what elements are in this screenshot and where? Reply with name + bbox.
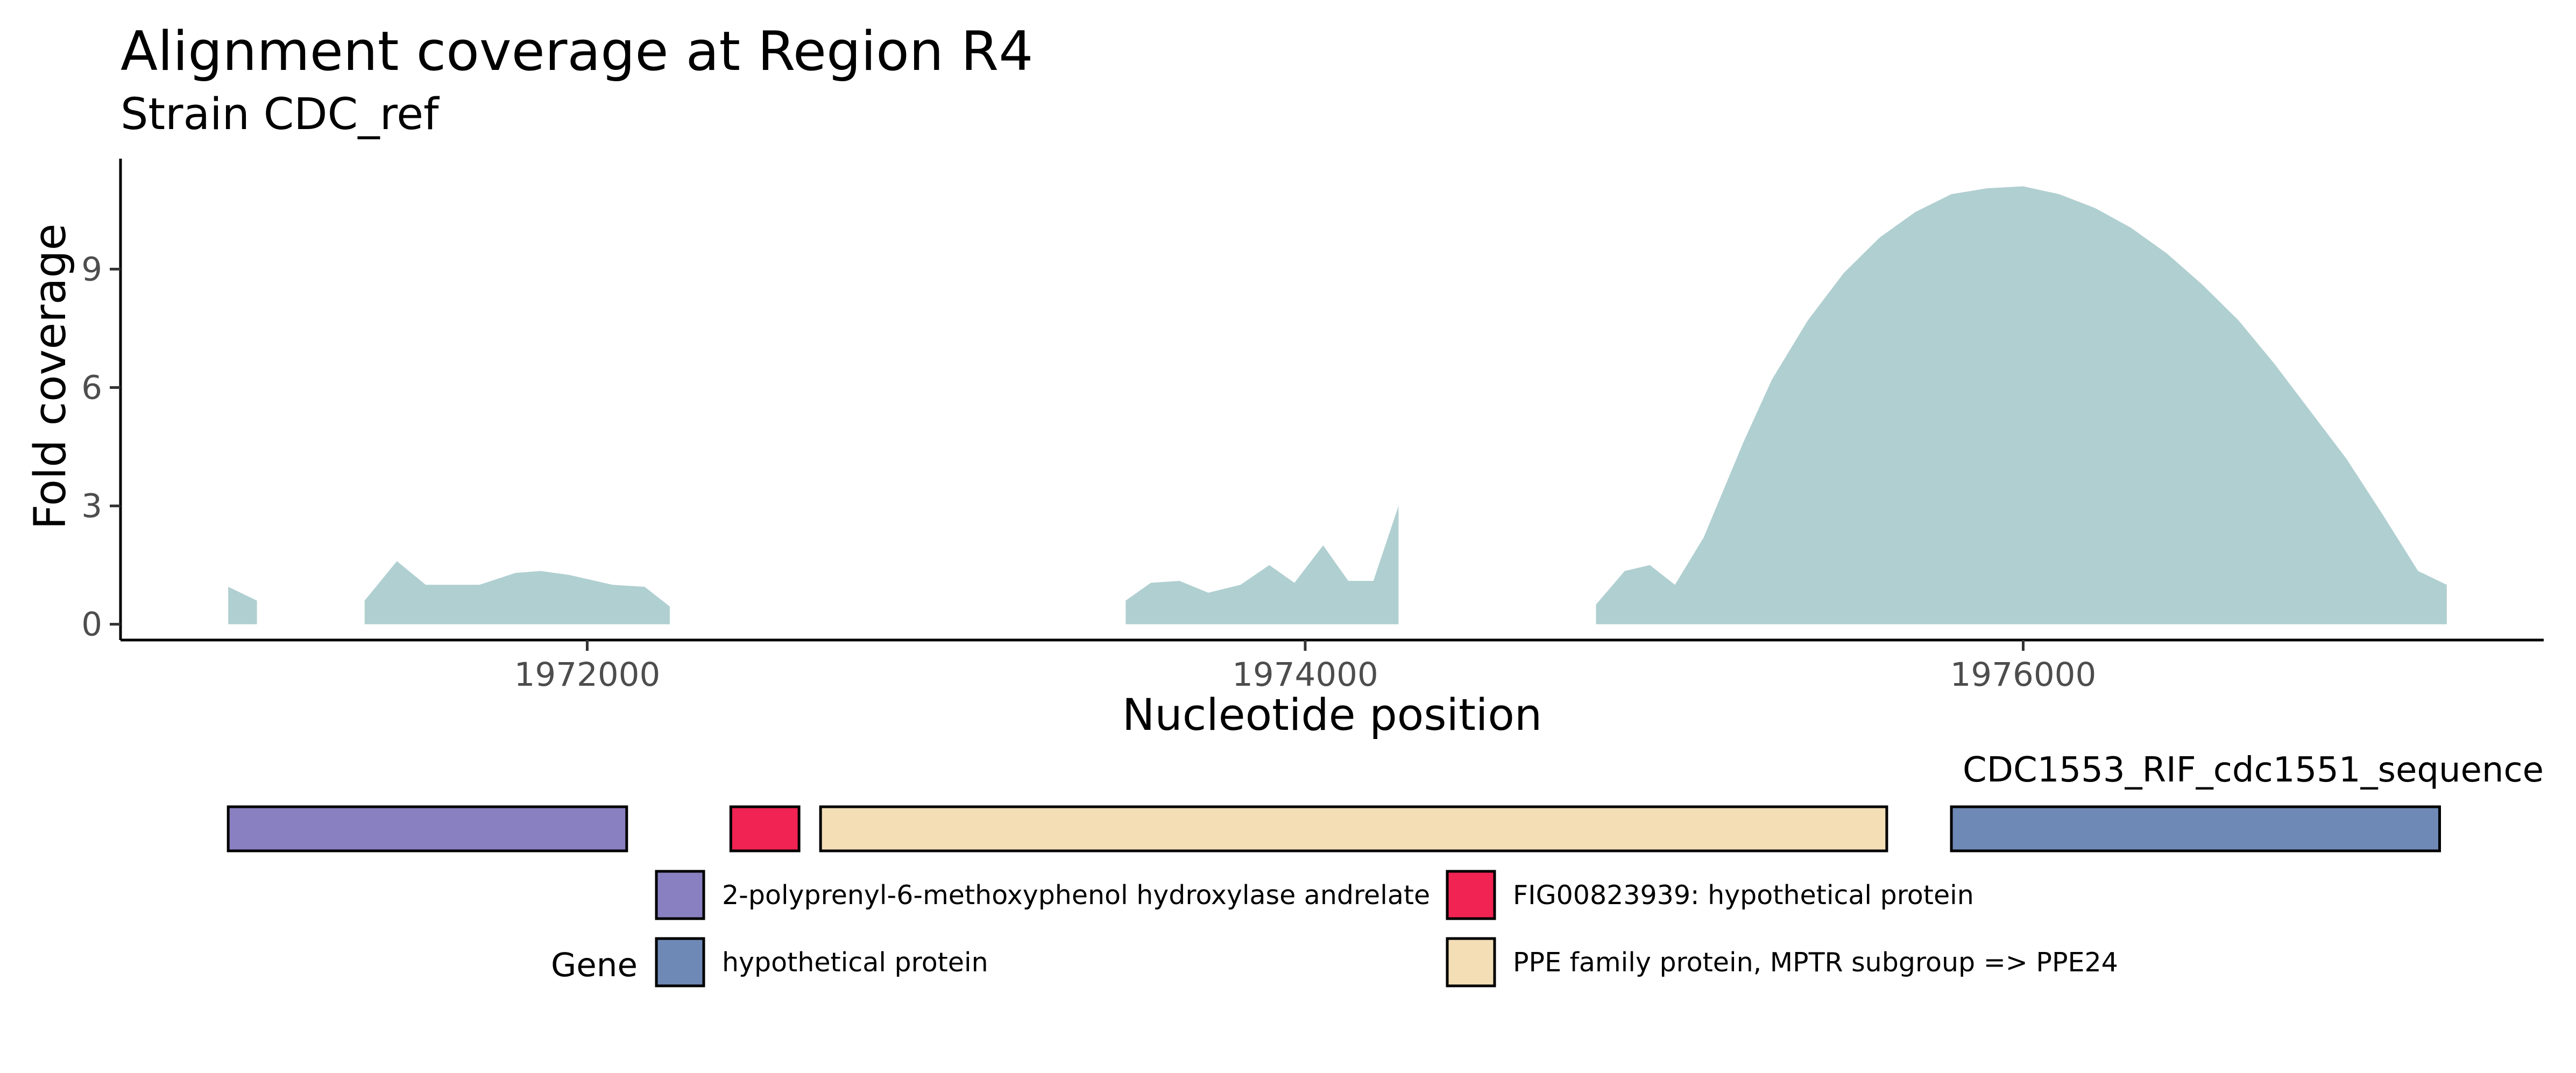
y-tick-label: 6 (81, 368, 102, 407)
legend-item-label: 2-polyprenyl-6-methoxyphenol hydroxylase… (722, 880, 1430, 911)
y-axis-ticks: 0 3 6 9 (81, 250, 121, 644)
y-tick-label: 9 (81, 250, 102, 288)
legend-title: Gene (551, 946, 638, 984)
legend-swatch (655, 870, 705, 920)
gene-track (227, 805, 2441, 852)
chart-title: Alignment coverage at Region R4 (121, 19, 1033, 83)
coverage-area-segment-4 (1596, 186, 2447, 624)
coverage-area-segment-3 (1126, 506, 1399, 624)
y-axis-title: Fold coverage (25, 224, 76, 530)
legend-item-label: hypothetical protein (722, 947, 988, 978)
x-axis-title: Nucleotide position (1122, 690, 1542, 741)
gene-track-label: CDC1553_RIF_cdc1551_sequence (1963, 750, 2544, 790)
legend-swatch (655, 937, 705, 987)
gene-block-1 (227, 805, 628, 852)
coverage-area-segment-2 (364, 561, 670, 624)
legend-item-label: PPE family protein, MPTR subgroup => PPE… (1513, 947, 2118, 978)
x-tick-label: 1972000 (514, 656, 661, 694)
coverage-area-segment-1 (228, 586, 257, 624)
legend-item-label: FIG00823939: hypothetical protein (1513, 880, 1974, 911)
gene-legend: Gene 2-polyprenyl-6-methoxyphenol hydrox… (551, 870, 2118, 987)
chart-subtitle: Strain CDC_ref (121, 89, 440, 140)
x-tick-label: 1976000 (1950, 656, 2097, 694)
gene-block-2 (729, 805, 801, 852)
coverage-area (228, 186, 2447, 624)
x-tick-label: 1974000 (1232, 656, 1378, 694)
y-tick-label: 0 (81, 606, 102, 644)
y-tick-label: 3 (81, 487, 102, 525)
gene-block-3 (819, 805, 1888, 852)
legend-swatch (1446, 870, 1496, 920)
legend-swatch (1446, 937, 1496, 987)
x-axis-ticks: 1972000 1974000 1976000 (514, 640, 2097, 694)
gene-block-4 (1950, 805, 2441, 852)
